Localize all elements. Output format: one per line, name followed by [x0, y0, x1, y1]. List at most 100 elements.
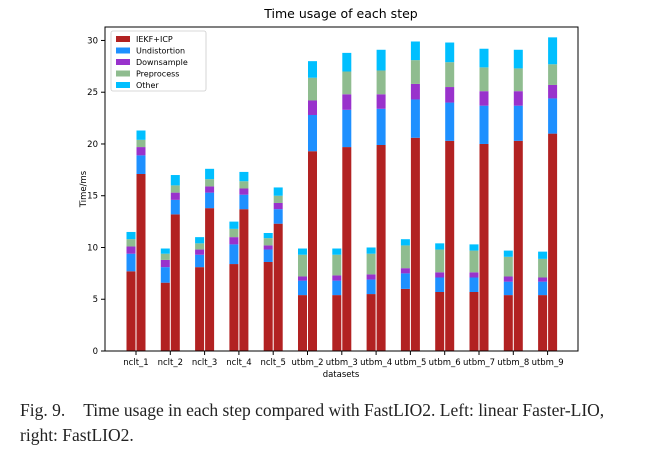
bar-segment-utbm_8-right-other	[513, 49, 523, 69]
bar-segment-nclt_2-right-preprocess	[170, 185, 180, 193]
bar-segment-utbm_8-right-downsample	[513, 91, 523, 106]
bar-segment-utbm_7-left-downsample	[469, 272, 479, 278]
y-tick-label: 20	[87, 140, 98, 150]
legend-entry: IEKF+ICP	[136, 35, 173, 44]
bar-segment-utbm_3-right-undistortion	[342, 109, 352, 148]
bar-segment-nclt_2-right-undistortion	[170, 199, 180, 215]
bar-segment-nclt_3-left-preprocess	[195, 243, 205, 250]
y-tick-label: 15	[87, 192, 98, 202]
bar-segment-utbm_2-right-downsample	[308, 100, 317, 115]
bar-segment-utbm_5-left-preprocess	[400, 245, 410, 269]
bar-segment-nclt_5-right-other	[273, 187, 283, 196]
bar-segment-nclt_2-left-iekf-icp	[160, 282, 170, 351]
x-tick-label: utbm_3	[326, 358, 358, 368]
bar-segment-utbm_8-right-preprocess	[513, 68, 523, 92]
bar-segment-nclt_1-left-preprocess	[126, 239, 136, 247]
bar-segment-nclt_3-right-downsample	[205, 186, 215, 193]
bar-segment-utbm_3-left-iekf-icp	[332, 295, 342, 351]
bar-segment-nclt_4-right-undistortion	[239, 194, 249, 210]
bar-segment-utbm_4-right-other	[376, 49, 386, 71]
bar-segment-nclt_5-left-preprocess	[263, 238, 273, 246]
bar-segment-utbm_6-right-downsample	[445, 87, 455, 103]
bar-segment-nclt_2-left-preprocess	[160, 253, 170, 260]
bar-segment-utbm_4-left-preprocess	[366, 253, 376, 275]
bar-segment-nclt_2-left-other	[160, 248, 170, 254]
bar-segment-utbm_7-left-preprocess	[469, 250, 479, 273]
bar-segment-utbm_3-left-other	[332, 248, 342, 255]
bar-segment-utbm_6-left-undistortion	[435, 277, 445, 292]
y-tick-label: 5	[93, 295, 98, 305]
bar-segment-utbm_6-right-other	[445, 42, 455, 63]
bar-segment-nclt_4-left-other	[229, 221, 239, 229]
bar-segment-utbm_2-right-undistortion	[308, 114, 317, 152]
bar-segment-nclt_5-left-other	[263, 232, 273, 239]
bar-segment-utbm_8-left-iekf-icp	[503, 295, 513, 351]
y-tick-label: 0	[93, 347, 98, 357]
bar-segment-nclt_2-right-other	[170, 175, 180, 186]
bar-segment-utbm_6-left-preprocess	[435, 249, 445, 273]
bar-segment-utbm_5-left-other	[400, 239, 410, 246]
bar-segment-utbm_2-right-other	[308, 61, 317, 78]
x-tick-label: utbm_9	[532, 358, 564, 368]
bar-segment-utbm_3-right-downsample	[342, 94, 352, 110]
bar-segment-nclt_1-right-iekf-icp	[136, 173, 146, 351]
bar-segment-utbm_5-right-downsample	[410, 83, 420, 100]
bar-segment-nclt_3-right-iekf-icp	[205, 208, 215, 351]
bar-segment-utbm_2-left-preprocess	[298, 254, 307, 277]
bar-segment-nclt_4-right-iekf-icp	[239, 209, 249, 351]
bar-segment-utbm_5-left-downsample	[400, 268, 410, 274]
bar-segment-utbm_9-right-downsample	[548, 84, 558, 99]
bar-segment-utbm_7-left-other	[469, 244, 479, 251]
bar-segment-utbm_5-left-iekf-icp	[400, 288, 410, 351]
bar-segment-utbm_3-left-downsample	[332, 275, 342, 281]
bar-segment-nclt_4-left-preprocess	[229, 228, 239, 238]
bar-segment-utbm_4-left-other	[366, 247, 376, 254]
bar-segment-utbm_9-right-other	[548, 37, 558, 65]
bar-segment-utbm_2-left-downsample	[298, 276, 307, 281]
bar-segment-utbm_4-left-iekf-icp	[366, 294, 376, 351]
bar-segment-utbm_3-right-iekf-icp	[342, 147, 352, 351]
bar-segment-nclt_4-right-other	[239, 171, 249, 182]
bar-segment-utbm_5-right-iekf-icp	[410, 137, 420, 351]
bar-segment-utbm_9-right-iekf-icp	[548, 133, 558, 351]
legend-swatch	[116, 82, 130, 88]
bar-segment-utbm_2-right-iekf-icp	[308, 151, 317, 351]
bar-segment-utbm_3-left-undistortion	[332, 280, 342, 296]
bar-segment-nclt_1-left-iekf-icp	[126, 271, 136, 351]
y-tick-label: 10	[87, 243, 98, 253]
bar-segment-utbm_7-right-other	[479, 48, 489, 68]
bar-segment-nclt_2-left-undistortion	[160, 267, 170, 283]
bar-segment-utbm_6-left-downsample	[435, 272, 445, 278]
bar-segment-utbm_9-right-undistortion	[548, 98, 558, 134]
x-tick-label: nclt_1	[123, 358, 148, 368]
bar-segment-utbm_6-left-iekf-icp	[435, 291, 445, 351]
x-tick-label: utbm_4	[360, 358, 392, 368]
bar-segment-utbm_7-left-undistortion	[469, 277, 479, 292]
bar-segment-utbm_8-left-undistortion	[503, 281, 513, 296]
bar-segment-utbm_7-right-undistortion	[479, 105, 489, 144]
bar-segment-nclt_5-left-downsample	[263, 245, 273, 250]
bar-segment-nclt_4-right-downsample	[239, 188, 249, 195]
bar-segment-nclt_2-right-downsample	[170, 192, 180, 200]
bar-segment-utbm_9-left-downsample	[538, 277, 548, 282]
legend-swatch	[116, 70, 130, 77]
bar-segment-utbm_9-left-other	[538, 251, 548, 259]
stacked-bar-chart: Time usage of each step 0 5 10 15 20 25 30 ncl…	[79, 6, 579, 380]
x-tick-label: nclt_4	[226, 358, 251, 368]
bar-segment-utbm_2-left-undistortion	[298, 280, 307, 296]
bar-segment-nclt_4-right-preprocess	[239, 181, 249, 189]
bar-segment-utbm_8-left-preprocess	[503, 256, 513, 277]
bar-segment-utbm_5-right-preprocess	[410, 60, 420, 84]
bar-segment-nclt_5-right-undistortion	[273, 209, 283, 224]
bar-segment-nclt_1-left-other	[126, 231, 136, 240]
x-tick-label: utbm_6	[429, 358, 461, 368]
bar-segment-utbm_2-right-preprocess	[308, 77, 317, 101]
bar-segment-utbm_9-left-iekf-icp	[538, 295, 548, 351]
y-tick-label: 30	[87, 36, 98, 46]
legend-swatch	[116, 36, 130, 42]
bar-segment-utbm_8-right-undistortion	[513, 105, 523, 141]
bar-segment-nclt_4-left-undistortion	[229, 244, 239, 265]
bar-segment-utbm_5-right-other	[410, 41, 420, 61]
bar-segment-utbm_4-right-iekf-icp	[376, 145, 386, 351]
bar-segment-utbm_6-right-iekf-icp	[445, 140, 455, 351]
